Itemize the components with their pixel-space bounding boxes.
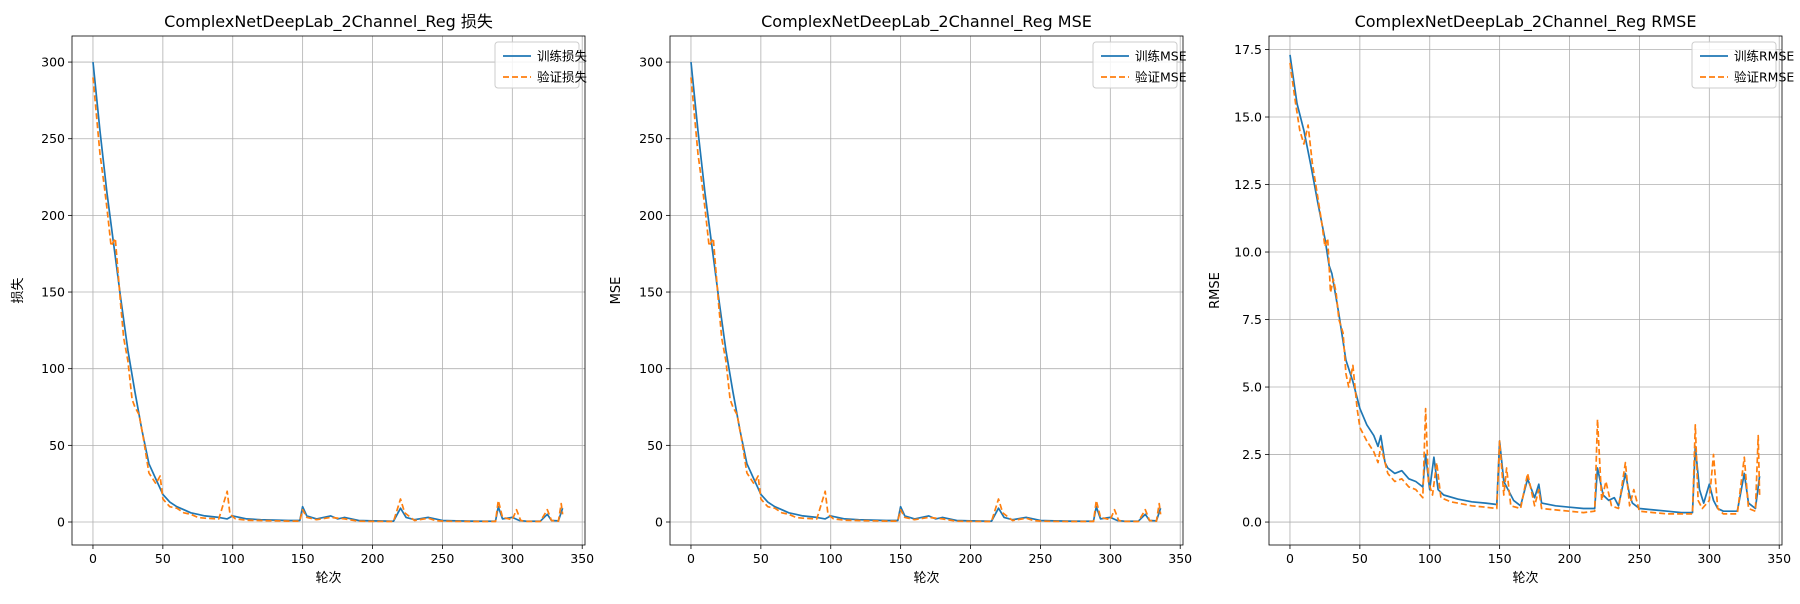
legend-label: 验证损失 bbox=[537, 70, 588, 85]
x-axis-label: 轮次 bbox=[315, 570, 341, 586]
y-tick-label: 300 bbox=[639, 55, 663, 70]
x-tick-label: 0 bbox=[687, 551, 695, 566]
series-group bbox=[92, 62, 564, 523]
x-tick-label: 350 bbox=[570, 551, 594, 566]
y-axis-label: 损失 bbox=[11, 277, 26, 303]
y-tick-label: 250 bbox=[41, 131, 65, 146]
x-tick-label: 100 bbox=[221, 551, 245, 566]
y-tick-label: 0.0 bbox=[1242, 515, 1262, 530]
legend-label: 训练损失 bbox=[537, 49, 588, 64]
x-tick-label: 200 bbox=[959, 551, 983, 566]
x-tick-label: 150 bbox=[1488, 551, 1512, 566]
y-tick-label: 17.5 bbox=[1234, 42, 1262, 57]
x-tick-label: 250 bbox=[1627, 551, 1651, 566]
legend-label: 验证RMSE bbox=[1734, 70, 1794, 85]
chart-title: ComplexNetDeepLab_2Channel_Reg 损失 bbox=[164, 12, 493, 32]
series-group bbox=[1289, 54, 1761, 515]
y-tick-label: 10.0 bbox=[1234, 245, 1262, 260]
legend-label: 训练MSE bbox=[1135, 49, 1187, 64]
x-tick-label: 200 bbox=[1558, 551, 1582, 566]
y-tick-label: 150 bbox=[41, 285, 65, 300]
y-axis-label: RMSE bbox=[1208, 272, 1223, 309]
y-tick-label: 50 bbox=[49, 438, 65, 453]
y-tick-label: 150 bbox=[639, 285, 663, 300]
axes-frame bbox=[1268, 35, 1783, 546]
plot-area bbox=[1269, 36, 1782, 545]
series-line-train bbox=[1289, 54, 1761, 514]
legend: 训练RMSE 验证RMSE bbox=[1691, 41, 1794, 89]
axes-frame bbox=[669, 35, 1184, 546]
y-tick-label: 100 bbox=[41, 361, 65, 376]
y-tick-label: 12.5 bbox=[1234, 177, 1262, 192]
x-tick-label: 0 bbox=[1286, 551, 1294, 566]
x-tick-label: 100 bbox=[819, 551, 843, 566]
x-axis-label: 轮次 bbox=[1512, 570, 1538, 586]
x-tick-label: 50 bbox=[753, 551, 769, 566]
series-line-validation bbox=[1289, 62, 1761, 515]
x-tick-label: 350 bbox=[1168, 551, 1192, 566]
y-tick-label: 2.5 bbox=[1242, 447, 1262, 462]
y-tick-label: 0 bbox=[655, 515, 663, 530]
y-tick-label: 200 bbox=[639, 208, 663, 223]
axes-frame bbox=[71, 35, 586, 546]
x-tick-label: 300 bbox=[1697, 551, 1721, 566]
series-group bbox=[690, 62, 1162, 523]
plot-area bbox=[670, 36, 1183, 545]
x-tick-label: 250 bbox=[430, 551, 454, 566]
chart-title: ComplexNetDeepLab_2Channel_Reg RMSE bbox=[1355, 12, 1697, 32]
x-axis-label: 轮次 bbox=[913, 570, 939, 586]
chart-panel: 0 50 100 150 200 250 300 350 0.0 2.5 5.0 7.5 10.0 12.… bbox=[1208, 12, 1794, 586]
grid bbox=[72, 36, 585, 545]
x-tick-label: 300 bbox=[500, 551, 524, 566]
x-tick-label: 150 bbox=[889, 551, 913, 566]
y-tick-label: 300 bbox=[41, 55, 65, 70]
legend-label: 验证MSE bbox=[1135, 70, 1187, 85]
x-tick-label: 200 bbox=[361, 551, 385, 566]
chart-title: ComplexNetDeepLab_2Channel_Reg MSE bbox=[761, 12, 1092, 32]
x-tick-label: 350 bbox=[1767, 551, 1791, 566]
x-tick-label: 250 bbox=[1028, 551, 1052, 566]
chart-panel: 0 50 100 150 200 250 300 350 0 50 100 150 200 250 300 C… bbox=[609, 12, 1192, 586]
grid bbox=[1269, 36, 1782, 545]
y-tick-label: 100 bbox=[639, 361, 663, 376]
x-tick-label: 300 bbox=[1098, 551, 1122, 566]
x-tick-label: 50 bbox=[155, 551, 171, 566]
grid bbox=[670, 36, 1183, 545]
y-tick-label: 0 bbox=[57, 515, 65, 530]
chart-panel: 0 50 100 150 200 250 300 350 0 50 100 150 200 250 300 C… bbox=[11, 12, 594, 586]
plot-area bbox=[72, 36, 585, 545]
x-tick-label: 100 bbox=[1418, 551, 1442, 566]
x-tick-label: 150 bbox=[291, 551, 315, 566]
y-tick-label: 50 bbox=[647, 438, 663, 453]
x-tick-label: 50 bbox=[1352, 551, 1368, 566]
legend: 训练MSE 验证MSE bbox=[1092, 41, 1187, 89]
y-tick-label: 5.0 bbox=[1242, 380, 1262, 395]
y-tick-label: 200 bbox=[41, 208, 65, 223]
y-tick-label: 7.5 bbox=[1242, 312, 1262, 327]
y-tick-label: 15.0 bbox=[1234, 110, 1262, 125]
y-axis-label: MSE bbox=[609, 277, 624, 305]
y-tick-label: 250 bbox=[639, 131, 663, 146]
x-tick-label: 0 bbox=[89, 551, 97, 566]
legend-label: 训练RMSE bbox=[1734, 49, 1794, 64]
